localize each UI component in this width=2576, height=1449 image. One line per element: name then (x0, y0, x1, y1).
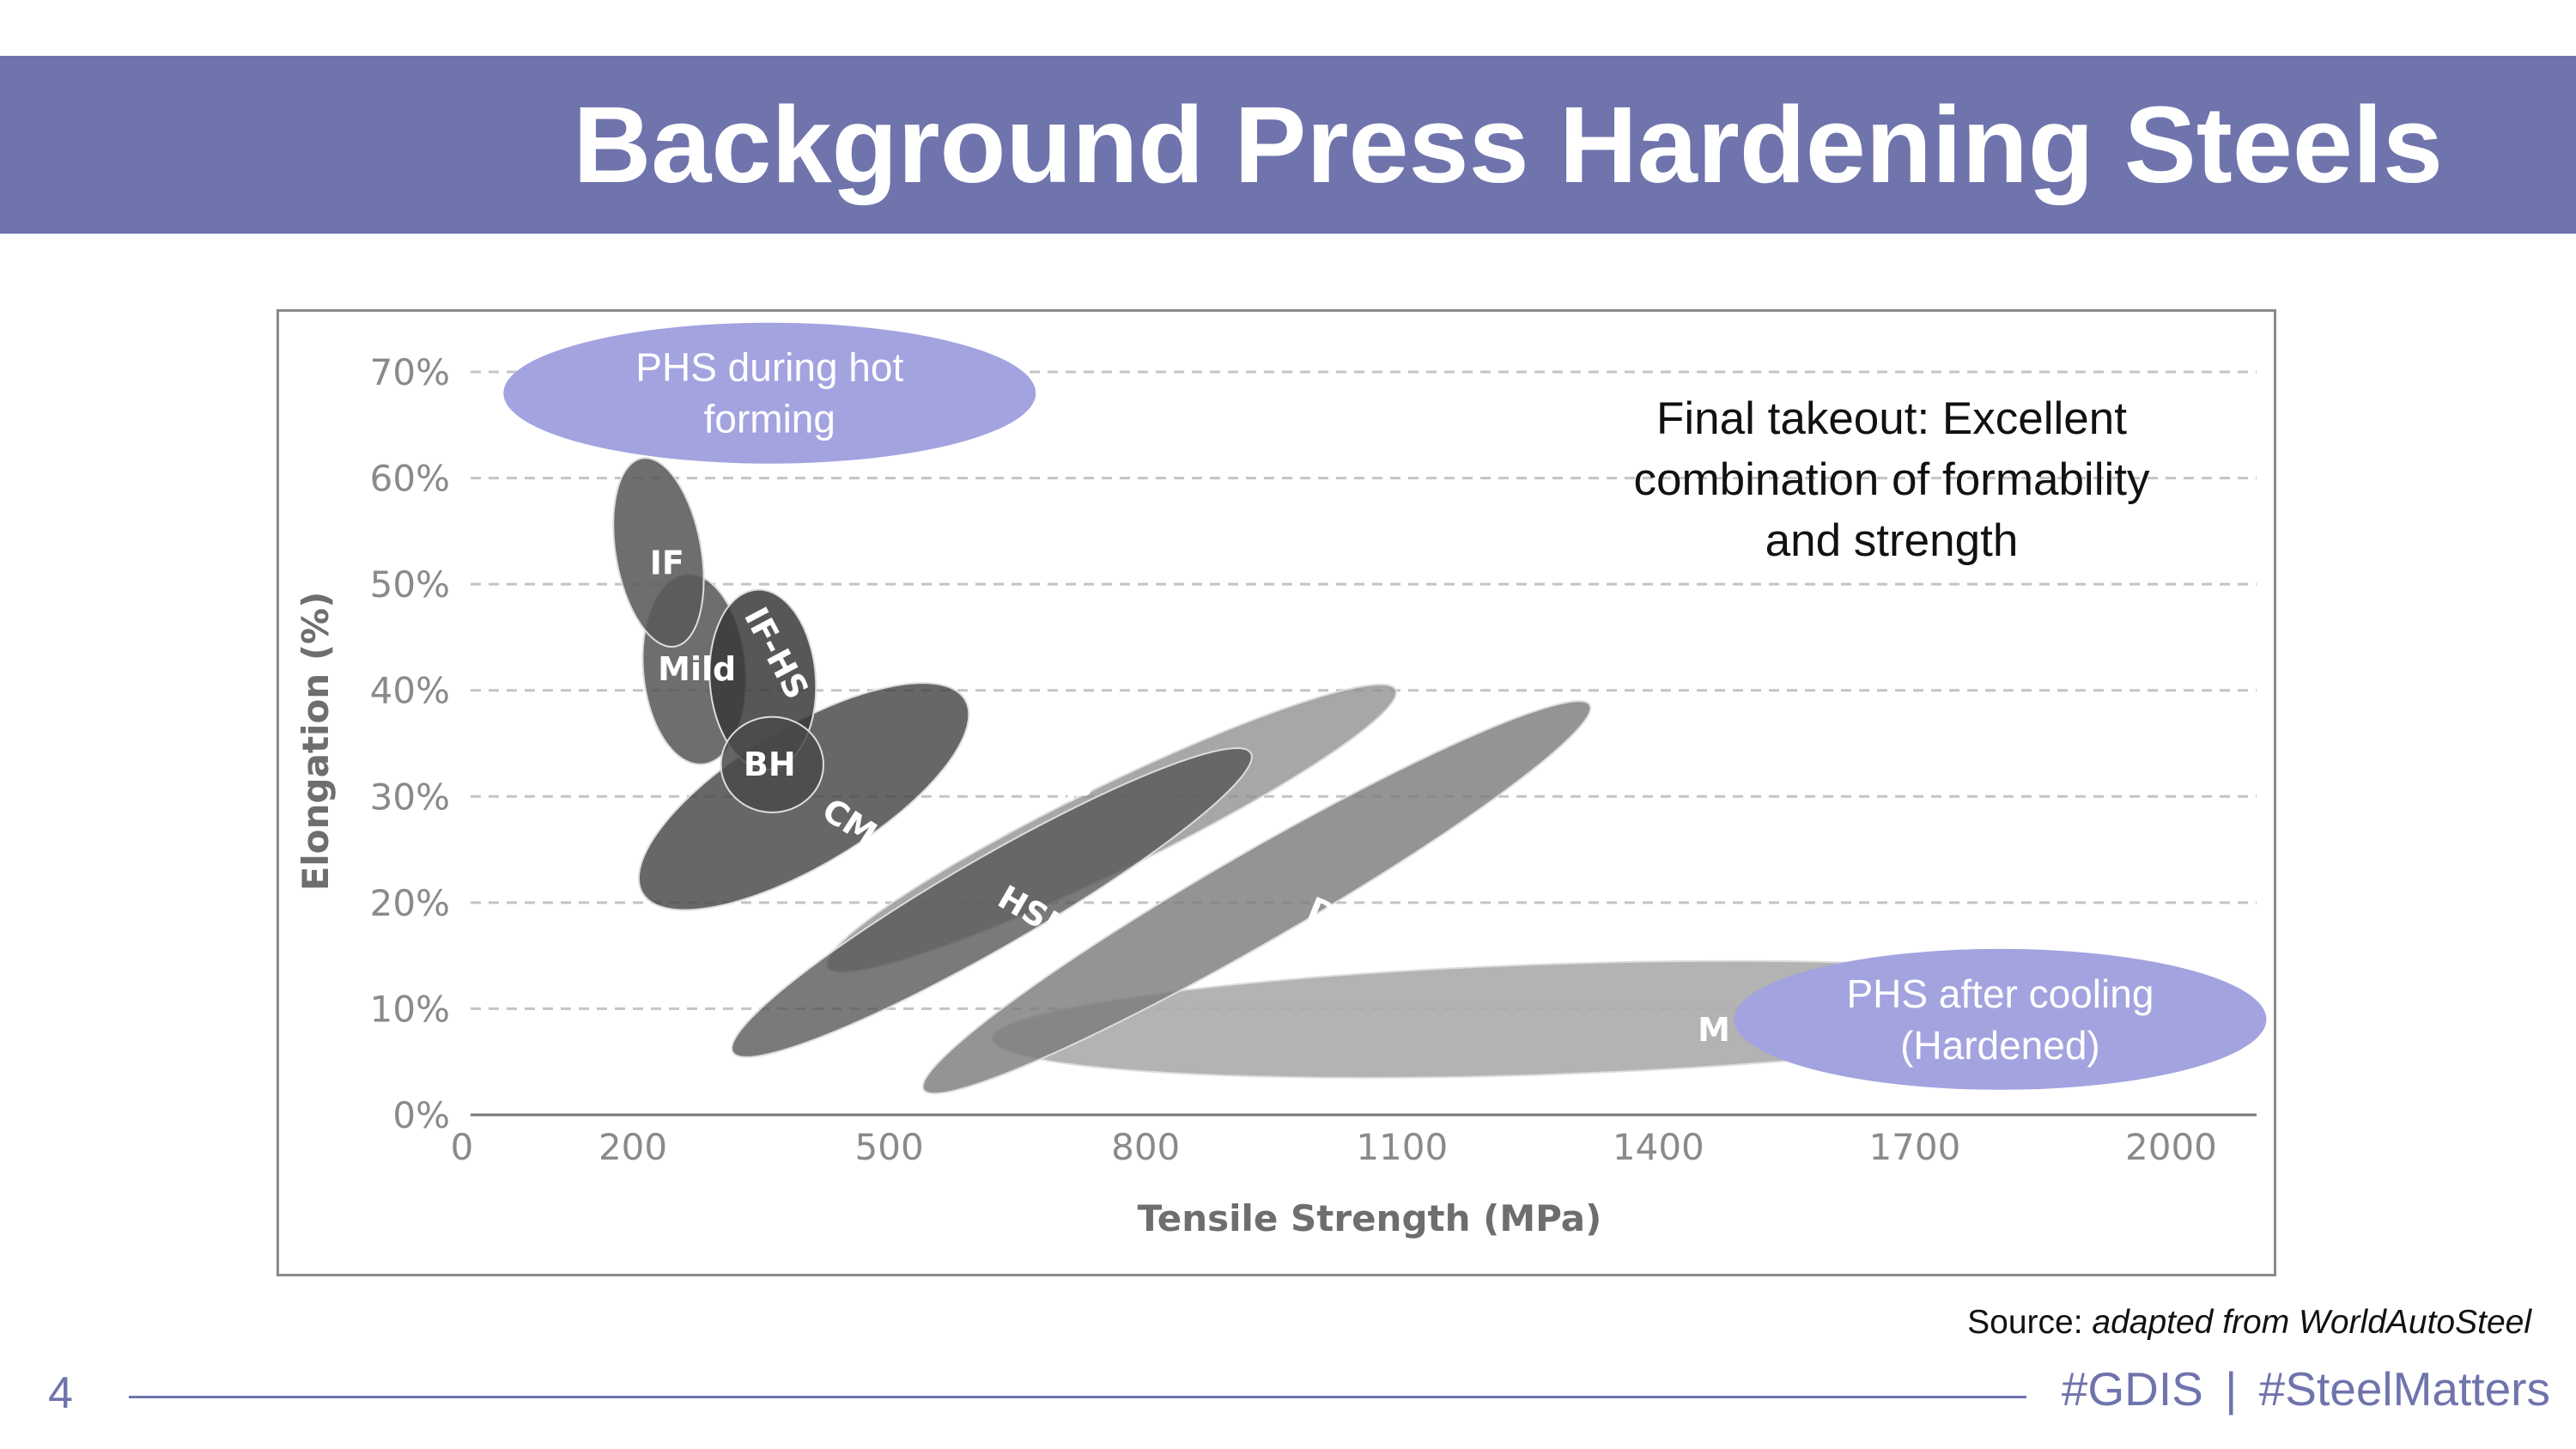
y-tick-label: 20% (370, 882, 450, 924)
footer-hashtags: #GDIS | #SteelMatters (2053, 1361, 2550, 1416)
y-tick-label: 40% (370, 670, 450, 712)
x-tick-label: 500 (855, 1126, 924, 1168)
region-dp-cp (921, 700, 1592, 1095)
title-bar: Background Press Hardening Steels (0, 56, 2576, 234)
annotation-text: and strength (1765, 515, 2019, 566)
region-label: TRIP (1005, 747, 1097, 813)
callout-text: PHS after cooling (1846, 971, 2154, 1016)
hashtag-separator: | (2225, 1362, 2238, 1416)
region-label: BH (744, 746, 796, 783)
source-prefix: Source: (1967, 1304, 2093, 1341)
footer-divider (129, 1396, 2026, 1398)
x-tick-label: 1700 (1868, 1126, 1960, 1168)
chart-frame: 0% 10% 20% 30% 40% 50% 60% 70% 0 200 500 800 1100 140… (276, 309, 2276, 1276)
callout-text: forming (704, 397, 835, 441)
x-tick-label: 200 (598, 1126, 667, 1168)
y-tick-label: 30% (370, 776, 450, 818)
x-tick-label: 1100 (1356, 1126, 1448, 1168)
x-tick-label: 1400 (1613, 1126, 1704, 1168)
region-label: Mild (658, 650, 736, 688)
y-tick-label: 50% (370, 563, 450, 606)
x-tick-label: 800 (1111, 1126, 1180, 1168)
x-axis-label: Tensile Strength (MPa) (1138, 1197, 1602, 1239)
page-number: 4 (48, 1368, 73, 1418)
callout-text: PHS during hot (635, 345, 903, 390)
page-title: Background Press Hardening Steels (573, 84, 2443, 205)
hashtag-gdis: #GDIS (2061, 1362, 2203, 1416)
steel-strength-elongation-chart: 0% 10% 20% 30% 40% 50% 60% 70% 0 200 500 800 1100 140… (295, 322, 2267, 1239)
region-if (612, 457, 705, 648)
y-axis-label: Elongation (%) (295, 592, 337, 892)
callout-text: (Hardened) (1900, 1023, 2100, 1068)
x-tick-label: 2000 (2125, 1126, 2217, 1168)
hashtag-steelmatters: #SteelMatters (2258, 1362, 2550, 1416)
source-text: adapted from WorldAutoSteel (2092, 1304, 2531, 1341)
annotation-text: combination of formability (1634, 454, 2150, 505)
source-citation: Source: adapted from WorldAutoSteel (1967, 1304, 2531, 1342)
annotation-text: Final takeout: Excellent (1656, 393, 2127, 444)
region-label: IF (650, 544, 684, 581)
region-bh (720, 715, 824, 813)
y-tick-label: 60% (370, 458, 450, 500)
region-label: M (1698, 1011, 1730, 1049)
callout-phs-hardened (1734, 948, 2267, 1090)
y-tick-label: 70% (370, 351, 450, 393)
y-tick-label: 0% (392, 1094, 450, 1136)
callout-phs-hot-forming (503, 322, 1036, 464)
y-tick-label: 10% (370, 988, 450, 1030)
x-tick-label: 0 (451, 1126, 474, 1168)
region-hsla (731, 746, 1253, 1058)
